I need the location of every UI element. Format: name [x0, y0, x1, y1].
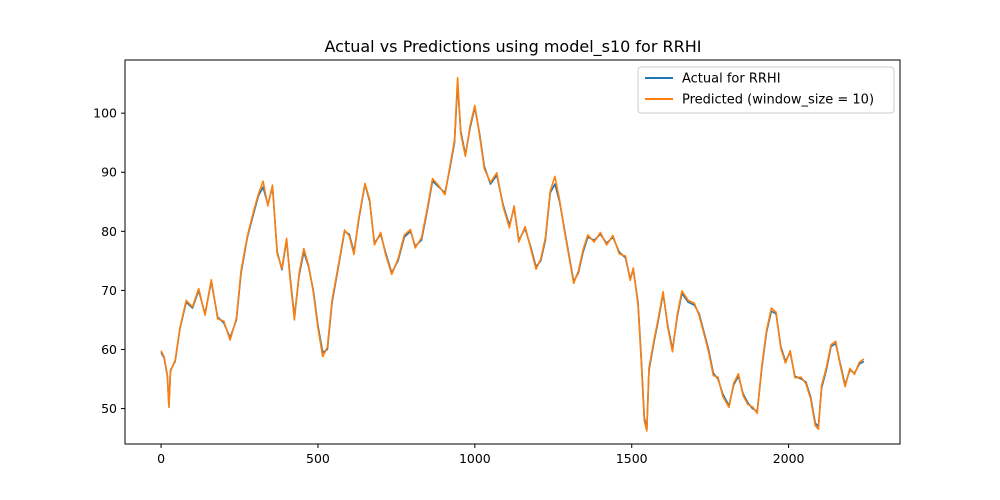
series-layer — [160, 76, 865, 432]
x-tick-label: 500 — [306, 451, 330, 466]
x-tick-label: 1000 — [459, 451, 491, 466]
y-tick-label: 80 — [101, 224, 117, 239]
x-tick-label: 1500 — [616, 451, 648, 466]
axes-background — [125, 60, 900, 444]
legend-box — [637, 66, 895, 114]
x-tick-label: 2000 — [773, 451, 805, 466]
y-axis: 50 60 70 80 90 100 — [93, 106, 125, 416]
plot-area: 0 500 1000 1500 2000 50 60 70 80 90 100 — [93, 59, 901, 466]
x-axis: 0 500 1000 1500 2000 — [157, 444, 805, 466]
legend: Actual for RRHI Predicted (window_size =… — [637, 66, 895, 114]
y-tick-label: 100 — [93, 106, 117, 121]
y-tick-label: 60 — [101, 342, 117, 357]
y-tick-label: 90 — [101, 165, 117, 180]
series-line-predicted — [160, 76, 865, 432]
x-tick-label: 0 — [157, 451, 165, 466]
y-tick-label: 70 — [101, 283, 117, 298]
y-tick-label: 50 — [101, 401, 117, 416]
chart-title: Actual vs Predictions using model_s10 fo… — [325, 37, 702, 57]
axes-frame — [124, 59, 901, 445]
legend-label-predicted: Predicted (window_size = 10) — [682, 93, 874, 108]
legend-label-actual: Actual for RRHI — [682, 72, 781, 87]
